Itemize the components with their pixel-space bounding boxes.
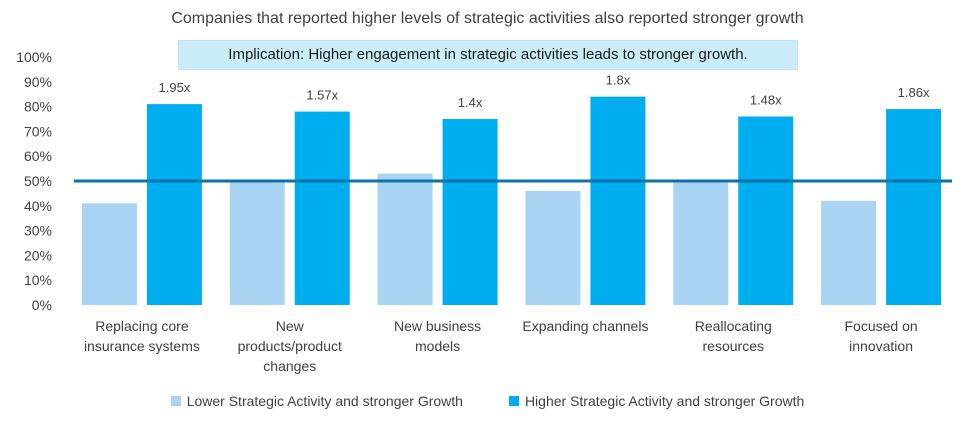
category-labels: Replacing core insurance systems New produc… xyxy=(84,318,918,374)
legend-label-lower: Lower Strategic Activity and stronger Gr… xyxy=(186,393,463,409)
bar-higher xyxy=(886,109,942,305)
y-tick-label: 90% xyxy=(24,74,52,90)
bars xyxy=(81,96,942,306)
y-tick-label: 80% xyxy=(24,99,52,115)
y-tick-label: 20% xyxy=(24,247,52,263)
data-labels: 1.95x 1.57x 1.4x 1.8x 1.48x 1.86x xyxy=(159,73,930,110)
bar-higher xyxy=(294,111,350,305)
data-label: 1.95x xyxy=(159,80,191,95)
y-tick-label: 40% xyxy=(24,198,52,214)
bar-lower xyxy=(525,190,581,305)
category-label: New xyxy=(276,318,305,334)
category-label: Focused on xyxy=(844,318,917,334)
legend: Lower Strategic Activity and stronger Gr… xyxy=(0,393,975,409)
y-tick-label: 30% xyxy=(24,223,52,239)
category-label: New business xyxy=(394,318,481,334)
category-label: insurance systems xyxy=(84,338,200,354)
bar-higher xyxy=(442,119,498,305)
category-label: changes xyxy=(263,358,316,374)
implication-callout: Implication: Higher engagement in strate… xyxy=(178,40,798,70)
legend-label-higher: Higher Strategic Activity and stronger G… xyxy=(524,393,805,409)
data-label: 1.8x xyxy=(606,73,631,88)
legend-item-lower: Lower Strategic Activity and stronger Gr… xyxy=(170,393,463,409)
data-label: 1.48x xyxy=(750,93,782,108)
y-tick-label: 60% xyxy=(24,148,52,164)
bar-higher xyxy=(590,96,646,306)
legend-swatch-lower xyxy=(170,396,181,406)
bar-higher xyxy=(146,104,202,306)
category-label: Reallocating xyxy=(695,318,772,334)
data-label: 1.57x xyxy=(306,88,338,103)
category-label: Replacing core xyxy=(95,318,189,334)
legend-item-higher: Higher Strategic Activity and stronger G… xyxy=(508,393,805,409)
bar-lower xyxy=(377,173,433,305)
y-tick-label: 0% xyxy=(32,297,52,313)
data-label: 1.4x xyxy=(458,95,483,110)
y-axis: 0% 10% 20% 30% 40% 50% 60% 70% 80% 90% 100% xyxy=(16,49,52,313)
category-label: resources xyxy=(703,338,764,354)
bar-lower xyxy=(821,200,877,305)
y-tick-label: 50% xyxy=(24,173,52,189)
bar-lower xyxy=(673,181,729,305)
y-tick-label: 10% xyxy=(24,272,52,288)
chart-title: Companies that reported higher levels of… xyxy=(171,10,804,27)
data-label: 1.86x xyxy=(898,85,930,100)
y-tick-label: 100% xyxy=(16,49,52,65)
category-label: models xyxy=(415,338,460,354)
category-label: products/product xyxy=(238,338,342,354)
bar-higher xyxy=(738,116,794,306)
category-label: innovation xyxy=(849,338,913,354)
y-tick-label: 70% xyxy=(24,123,52,139)
bar-lower xyxy=(81,203,137,305)
legend-swatch-higher xyxy=(508,396,519,406)
category-label: Expanding channels xyxy=(522,318,648,334)
bar-lower xyxy=(229,181,285,305)
